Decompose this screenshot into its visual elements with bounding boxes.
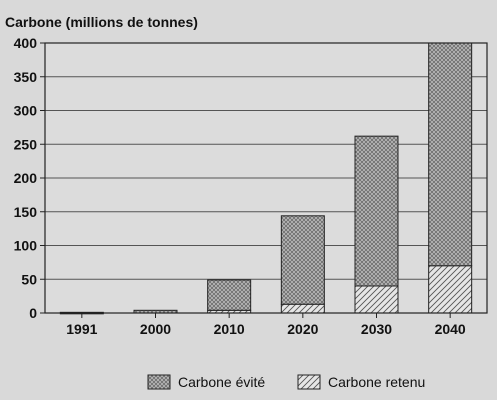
y-tick-label: 150 <box>14 204 38 220</box>
x-tick-label: 2000 <box>140 321 171 337</box>
plot-area: 0 50 100 150 200 250 300 350 400 1991 2000 2010 2020… <box>14 35 488 337</box>
legend-label: Carbone évité <box>178 374 265 390</box>
y-axis-label: Carbone (millions de tonnes) <box>5 14 198 30</box>
x-tick-label: 2040 <box>435 321 466 337</box>
y-tick-label: 400 <box>14 35 38 51</box>
x-tick-label: 2020 <box>287 321 318 337</box>
legend-label: Carbone retenu <box>328 374 425 390</box>
legend: Carbone évité Carbone retenu <box>147 374 425 390</box>
y-tick-label: 250 <box>14 136 38 152</box>
x-tick-label: 2010 <box>214 321 245 337</box>
x-tick-label: 2030 <box>361 321 392 337</box>
x-tick-label: 1991 <box>66 321 97 337</box>
y-tick-label: 100 <box>14 238 38 254</box>
bar-retenu-2020 <box>280 303 325 314</box>
y-tick-label: 300 <box>14 103 38 119</box>
bar-retenu-2040 <box>428 265 473 314</box>
bar-evite-2040 <box>428 42 473 267</box>
y-tick-label: 0 <box>29 305 37 321</box>
y-tick-label: 350 <box>14 69 38 85</box>
plot-frame <box>44 42 488 314</box>
legend-swatch <box>297 374 321 390</box>
bar-evite-2030 <box>354 135 399 287</box>
y-tick-label: 200 <box>14 170 38 186</box>
bar-evite-2020 <box>280 215 325 305</box>
y-tick-label: 50 <box>21 271 37 287</box>
bar-evite-2010 <box>207 279 252 311</box>
bar-retenu-2030 <box>354 285 399 314</box>
legend-swatch <box>147 374 171 390</box>
